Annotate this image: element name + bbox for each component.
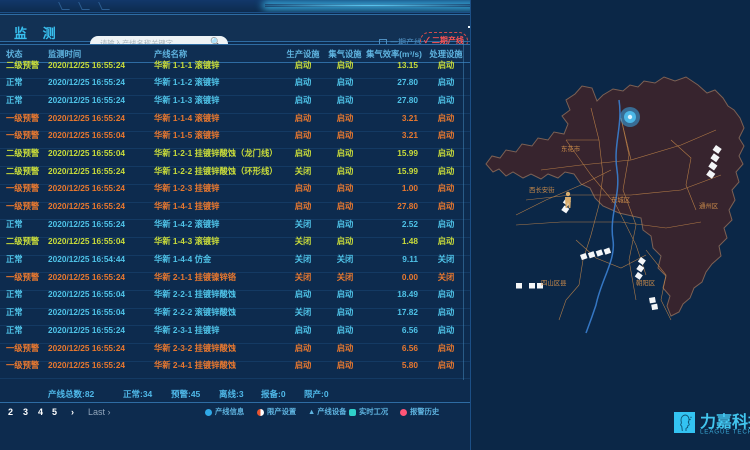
svg-text:LEAGUE TECH: LEAGUE TECH xyxy=(700,429,750,436)
svg-text:东花市: 东花市 xyxy=(561,144,581,153)
svg-text:东城区: 东城区 xyxy=(611,195,631,204)
svg-text:西长安街: 西长安街 xyxy=(529,185,555,194)
svg-text:朝阳区: 朝阳区 xyxy=(636,278,656,287)
svg-text:四山区县: 四山区县 xyxy=(541,278,567,287)
svg-text:通州区: 通州区 xyxy=(699,201,719,210)
